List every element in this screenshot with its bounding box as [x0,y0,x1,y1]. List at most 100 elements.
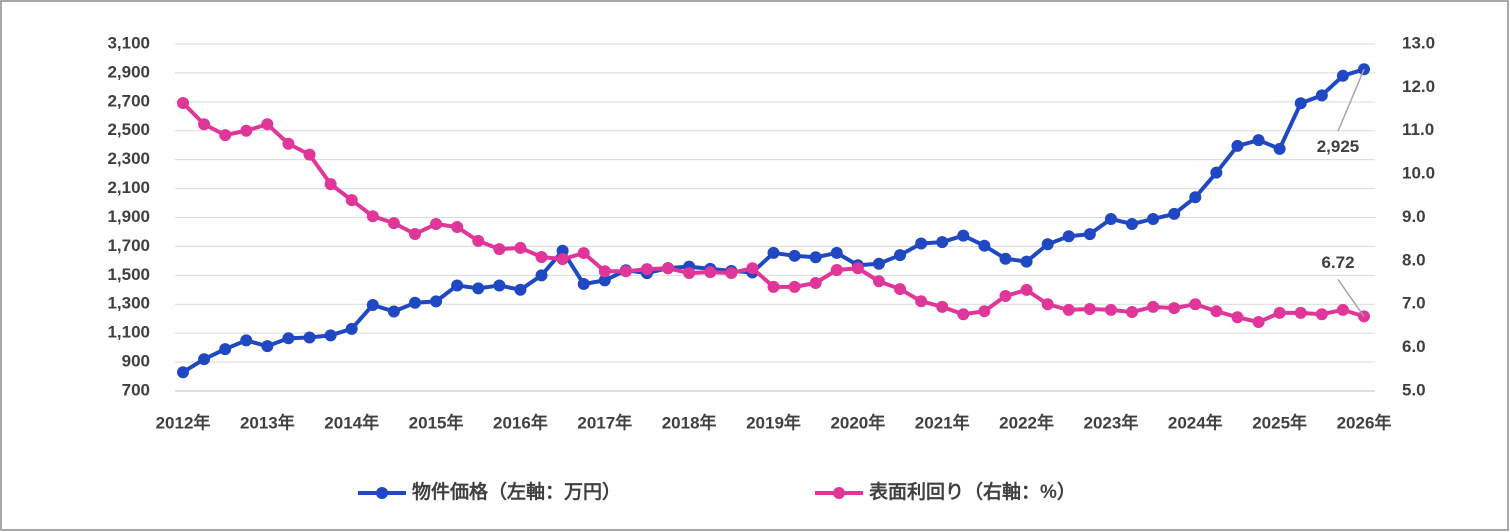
point [830,246,843,259]
point [978,239,991,252]
y-tick-label: 1,500 [107,265,150,284]
point [387,217,400,230]
point [1020,283,1033,296]
point [366,298,379,311]
point [788,280,801,293]
point [198,353,211,366]
point [619,265,632,278]
point [514,283,527,296]
point [324,329,337,342]
point [240,124,253,137]
point [1104,212,1117,225]
x-tick-label: 2016年 [493,412,548,432]
point [219,343,232,356]
point [514,241,527,254]
point [577,278,590,291]
x-tick-label: 2014年 [324,412,379,432]
point [261,118,274,131]
legend-label: 物件価格（左軸：万円） [412,480,621,503]
x-tick-label: 2013年 [240,412,295,432]
point [725,267,738,280]
y-tick-label: 900 [122,352,150,371]
y2-tick-label: 11.0 [1402,120,1434,139]
y-tick-label: 2,100 [107,178,150,197]
point [1273,306,1286,319]
point [430,295,443,308]
leader-line [1337,278,1365,317]
point [430,218,443,231]
point [1126,218,1139,231]
point [1104,303,1117,316]
x-tick-label: 2018年 [662,412,717,432]
point [999,290,1012,303]
point [1210,166,1223,179]
point [472,234,485,247]
y-tick-label: 1,900 [107,207,150,226]
point [535,250,548,263]
point [1336,69,1349,82]
point [1336,303,1349,316]
point [366,210,379,223]
x-tick-label: 2023年 [1084,412,1139,432]
y2-tick-label: 7.0 [1402,294,1426,313]
point [1020,255,1033,268]
point [451,279,464,292]
y-tick-label: 700 [122,380,150,399]
y2-tick-label: 9.0 [1402,207,1426,226]
y-tick-label: 2,300 [107,149,150,168]
y2-tick-label: 8.0 [1402,250,1426,269]
y-tick-label: 2,500 [107,120,150,139]
point [1083,303,1096,316]
point [324,178,337,191]
point [598,274,611,287]
point [915,295,928,308]
point [640,263,653,276]
point [872,275,885,288]
point [957,229,970,242]
x-tick-label: 2025年 [1252,412,1307,432]
y-tick-label: 3,100 [107,33,150,52]
point [1231,139,1244,152]
point [219,129,232,142]
y2-tick-label: 5.0 [1402,380,1426,399]
point [1273,142,1286,155]
point [1231,311,1244,324]
y-tick-label: 1,300 [107,294,150,313]
point [999,252,1012,265]
y-tick-label: 2,700 [107,91,150,110]
point [303,148,316,161]
x-tick-label: 2021年 [915,412,970,432]
point [1083,228,1096,241]
point [493,279,506,292]
point [746,262,759,275]
point [1126,306,1139,319]
x-tick-label: 2015年 [409,412,464,432]
legend-label: 表面利回り（右軸：%） [869,480,1076,503]
point [303,331,316,344]
point [1041,298,1054,311]
point [240,334,253,347]
point [1168,302,1181,315]
point [177,96,189,109]
y2-tick-label: 10.0 [1402,164,1435,183]
point [1294,306,1307,319]
y2-tick-label: 12.0 [1402,77,1435,96]
point [1147,212,1160,225]
x-tick-label: 2026年 [1337,412,1392,432]
point [915,237,928,250]
point [1189,298,1202,311]
point [1252,134,1265,147]
x-tick-label: 2020年 [830,412,885,432]
point [704,266,717,279]
legend-marker [376,487,388,499]
point [493,243,506,256]
point [1189,191,1202,204]
point [1062,303,1075,316]
point [345,194,358,207]
point [1315,308,1328,321]
point [556,253,569,266]
point [1147,300,1160,313]
leader-line [1337,69,1365,132]
point [1168,207,1181,220]
point [872,257,885,270]
